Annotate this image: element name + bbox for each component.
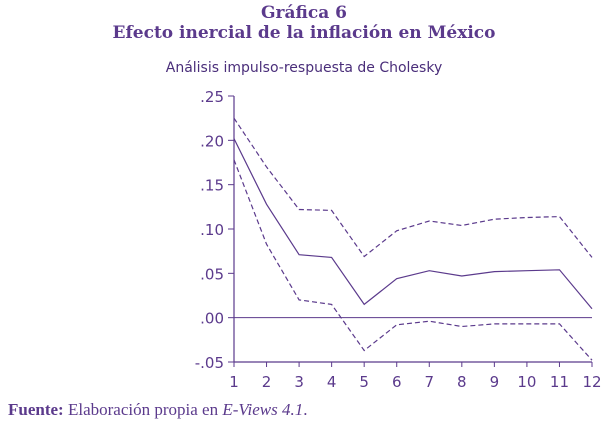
x-tick-label: 1 (229, 373, 239, 391)
x-tick-label: 5 (359, 373, 369, 391)
source-text: Elaboración propia en (63, 400, 223, 419)
y-tick-label: .00 (200, 310, 224, 328)
source-end: . (303, 400, 308, 419)
source-software: E-Views 4.1 (222, 400, 304, 419)
series-line-upper (233, 117, 593, 258)
y-tick-label: .25 (200, 88, 224, 106)
x-tick-label: 2 (262, 373, 272, 391)
y-tick-label: -.05 (195, 354, 224, 372)
source-caption: Fuente: Elaboración propia en E-Views 4.… (8, 400, 307, 420)
chart-subtitle: Análisis impulso-respuesta de Cholesky (165, 60, 443, 76)
y-tick-label: .10 (200, 221, 224, 239)
impulse-response-chart: .25.20.15.10.05.00-.05 1 2 3 4 5 6 7 8 9 10 11 12 (195, 88, 602, 391)
series-line-lower (233, 159, 593, 361)
chart-title: Efecto inercial de la inflación en Méxic… (112, 23, 496, 43)
y-tick-label: .20 (200, 132, 224, 150)
chart-axes (233, 96, 592, 363)
series-line-response (233, 138, 593, 310)
chart-series (233, 117, 593, 361)
x-tick-label: 11 (550, 373, 569, 391)
x-tick-label: 12 (582, 373, 601, 391)
x-tick-label: 3 (294, 373, 304, 391)
y-tick-label: .15 (200, 177, 224, 195)
x-tick-label: 4 (327, 373, 337, 391)
x-tick-label: 8 (457, 373, 467, 391)
figure-label: Gráfica 6 (261, 3, 347, 23)
source-label: Fuente: (8, 400, 64, 419)
x-tick-label: 9 (490, 373, 500, 391)
y-tick-label: .05 (200, 265, 224, 283)
x-axis-ticks: 1 2 3 4 5 6 7 8 9 10 11 12 (229, 362, 602, 391)
x-tick-label: 10 (517, 373, 536, 391)
x-tick-label: 6 (392, 373, 402, 391)
x-tick-label: 7 (424, 373, 434, 391)
y-axis-ticks: .25 .20 .15 .10 .05 .00 -.05 (195, 88, 234, 372)
